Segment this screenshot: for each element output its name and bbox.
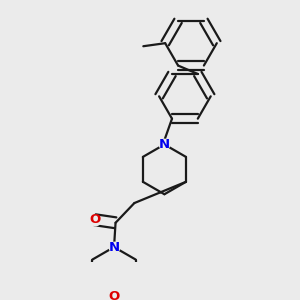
Text: O: O	[89, 213, 100, 226]
Text: O: O	[108, 290, 120, 300]
Text: N: N	[159, 138, 170, 151]
Text: N: N	[109, 241, 120, 254]
